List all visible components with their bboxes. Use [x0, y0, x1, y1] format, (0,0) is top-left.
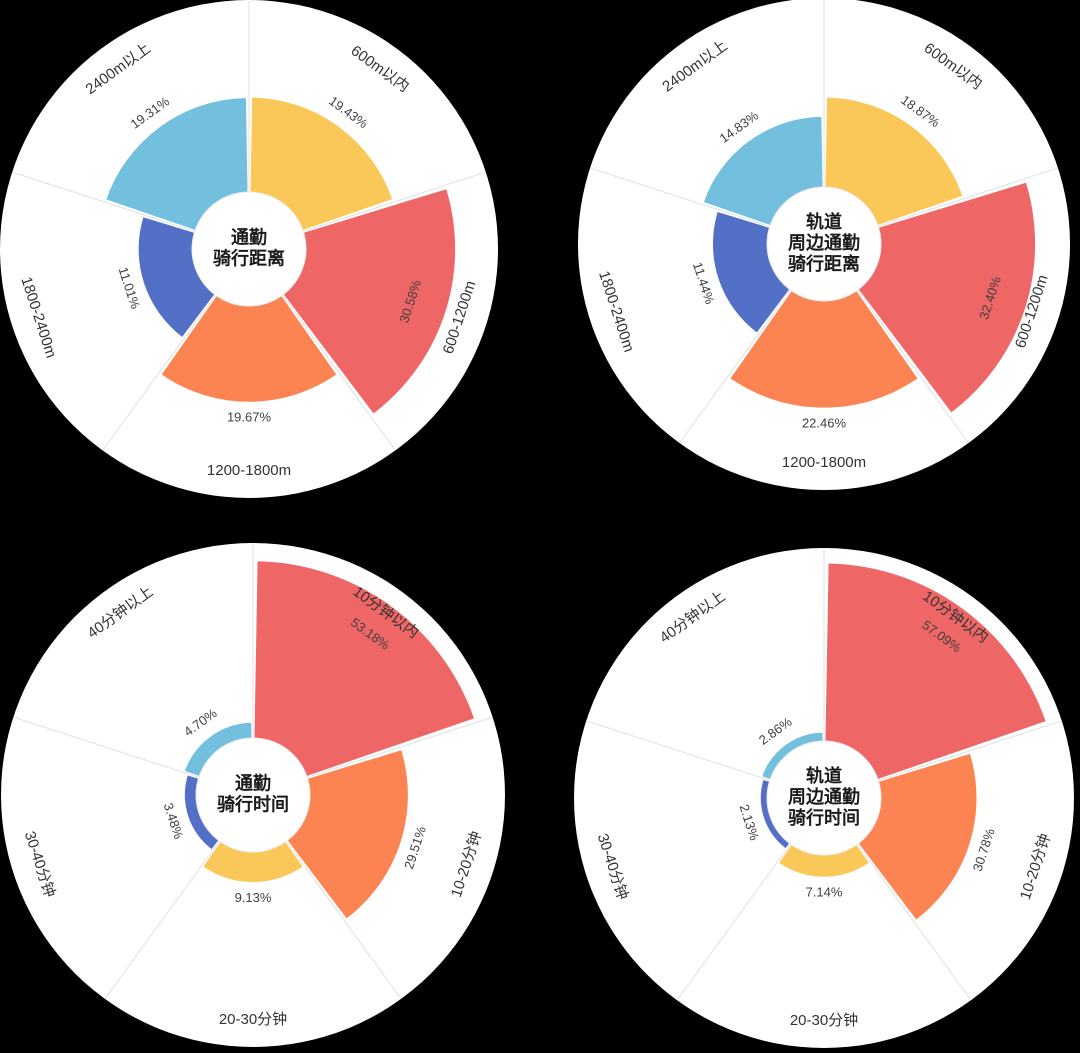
chart-title-line: 通勤 [235, 772, 271, 793]
center-disc [766, 186, 882, 302]
chart-title-line: 骑行距离 [788, 253, 860, 274]
chart-commute-distance: 19.43% 600m以内 30.58% 600-1200m 19.67% 1200-18… [0, 0, 498, 503]
wedge-2 [160, 248, 338, 403]
category-label: 1200-1800m [207, 462, 291, 479]
value-label: 9.13% [235, 890, 272, 905]
chart-title-line: 周边通勤 [788, 786, 860, 807]
chart-commute-time: 53.18% 10分钟以内 29.51% 10-20分钟 9.13% 20-30分钟 3.4… [1, 543, 505, 1052]
value-label: 7.14% [806, 885, 843, 900]
chart-title-line: 骑行距离 [213, 247, 285, 268]
center-disc [766, 740, 882, 856]
value-label: 22.46% [802, 416, 847, 431]
wedge-2 [729, 243, 919, 409]
center-disc [195, 737, 311, 853]
chart-title-line: 通勤 [231, 226, 267, 247]
chart-title-line: 轨道 [806, 765, 842, 786]
wedge-0 [252, 560, 476, 796]
category-label: 20-30分钟 [790, 1012, 858, 1029]
category-label: 1200-1800m [782, 454, 866, 471]
chart-title-line: 周边通勤 [788, 232, 860, 253]
chart-title-line: 骑行时间 [217, 793, 289, 814]
chart-title-line: 骑行时间 [788, 807, 860, 828]
chart-rail-commute-distance: 18.87% 600m以内 32.40% 600-1200m 22.46% 1200-18… [578, 0, 1070, 495]
chart-title-line: 轨道 [806, 211, 842, 232]
category-label: 20-30分钟 [219, 1011, 287, 1028]
value-label: 19.67% [227, 410, 272, 425]
center-disc [191, 191, 307, 307]
wedge-0 [823, 562, 1047, 799]
chart-rail-commute-time: 57.09% 10分钟以内 30.78% 10-20分钟 7.14% 20-30分钟 2.1… [574, 548, 1074, 1053]
